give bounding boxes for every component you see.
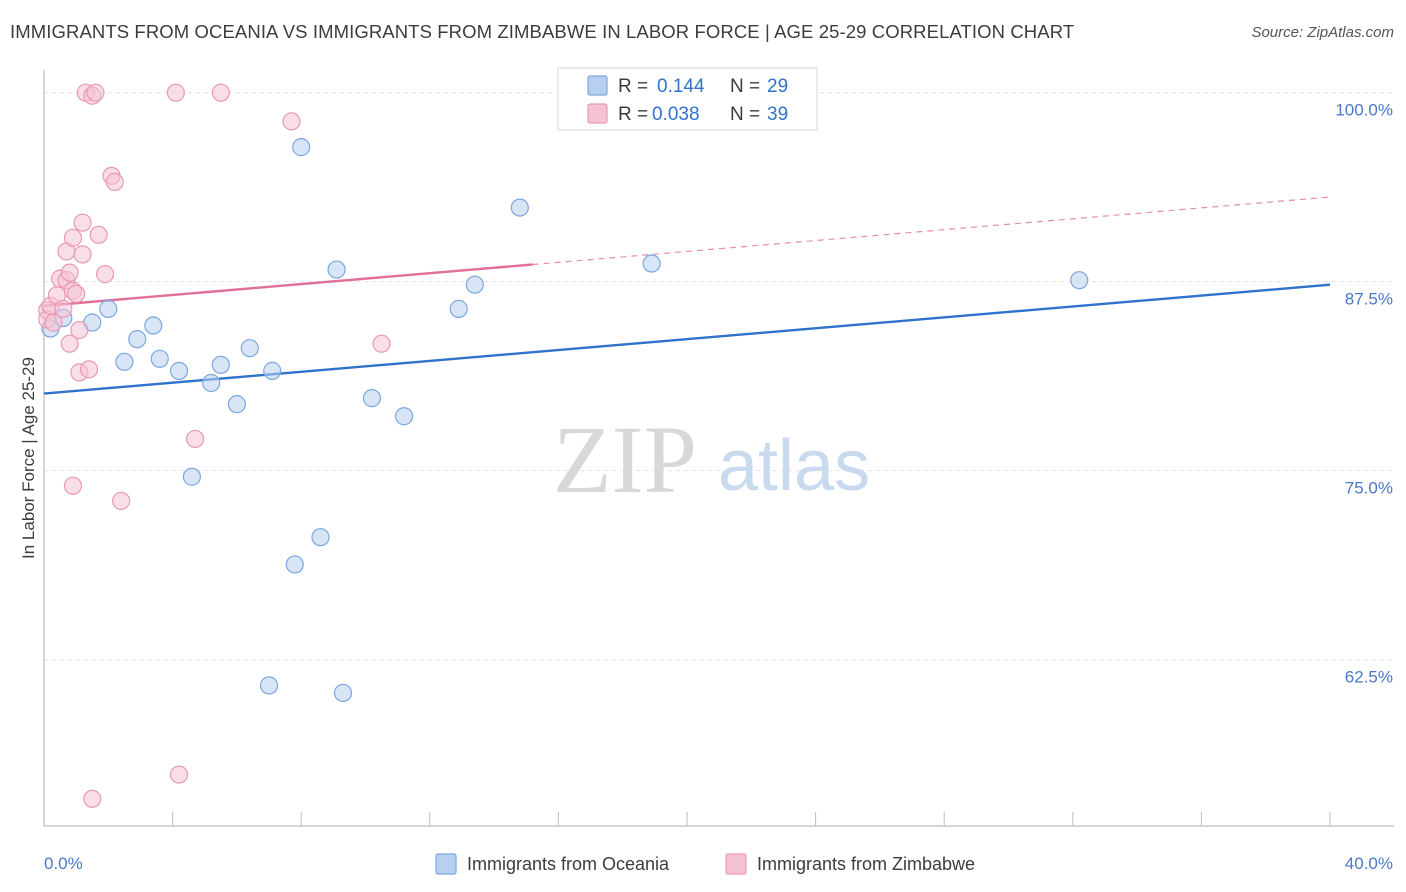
data-point-oceania (263, 361, 282, 380)
data-point-oceania (1070, 271, 1089, 290)
data-point-zimbabwe (89, 225, 108, 244)
data-point-oceania (150, 349, 169, 368)
data-point-oceania (285, 555, 304, 574)
legend-r-value-oceania: 0.144 (657, 76, 705, 97)
legend-n-value-oceania: 29 (767, 76, 788, 97)
legend-n-value-zimbabwe: 39 (767, 104, 788, 125)
x-tick-label: 40.0% (1345, 854, 1393, 873)
data-point-oceania (292, 138, 311, 157)
data-point-zimbabwe (60, 334, 79, 353)
watermark-zip: ZIP (553, 406, 697, 513)
data-point-zimbabwe (63, 228, 83, 247)
y-tick-labels: 100.0% 87.5% 75.0% 62.5% (1335, 101, 1393, 687)
legend-r-label-zimbabwe: R = (618, 104, 648, 125)
data-point-oceania (182, 467, 201, 486)
data-point-oceania (169, 361, 189, 380)
data-point-zimbabwe (166, 83, 185, 102)
data-point-zimbabwe (70, 320, 89, 340)
legend-stats: R = 0.144 N = 29 R = 0.038 N = 39 (557, 67, 818, 131)
data-point-oceania (202, 373, 221, 393)
data-point-oceania (144, 316, 163, 335)
data-point-zimbabwe (63, 476, 83, 495)
data-point-oceania (333, 683, 353, 703)
data-point-zimbabwe (112, 491, 131, 511)
data-point-oceania (327, 260, 346, 279)
data-point-oceania (394, 407, 414, 426)
data-point-zimbabwe (211, 83, 230, 102)
data-point-oceania (227, 395, 246, 414)
legend-n-label-oceania: N = (730, 76, 760, 97)
bottom-legend-label-oceania: Immigrants from Oceania (467, 854, 670, 874)
data-point-oceania (362, 389, 382, 408)
data-point-oceania (115, 352, 134, 371)
y-tick-label: 100.0% (1335, 101, 1393, 120)
trend-line-0 (43, 283, 1331, 395)
data-point-zimbabwe (105, 172, 124, 191)
data-point-zimbabwe (83, 789, 102, 808)
watermark-atlas: atlas (718, 426, 870, 506)
data-point-zimbabwe (67, 284, 86, 303)
watermark: ZIP atlas (553, 406, 870, 513)
y-tick-label: 75.0% (1345, 479, 1393, 498)
data-point-zimbabwe (372, 334, 391, 353)
legend-r-value-zimbabwe: 0.038 (652, 104, 700, 125)
data-point-oceania (449, 299, 468, 318)
data-point-oceania (211, 355, 230, 374)
data-point-oceania (465, 275, 484, 294)
data-point-oceania (311, 528, 330, 547)
legend-n-label-zimbabwe: N = (730, 104, 760, 125)
data-point-zimbabwe (86, 83, 105, 102)
data-point-zimbabwe (73, 245, 92, 264)
legend-r-label-oceania: R = (618, 76, 648, 97)
source-label: Source: ZipAtlas.com (1251, 24, 1394, 41)
data-point-zimbabwe (169, 765, 189, 784)
data-point-oceania (642, 254, 661, 273)
data-point-oceania (128, 330, 147, 349)
data-point-zimbabwe (54, 299, 73, 318)
bottom-legend-swatch-zimbabwe (725, 853, 747, 875)
data-point-zimbabwe (79, 360, 99, 379)
y-tick-label: 62.5% (1345, 668, 1393, 687)
trend-line-solid-1 (43, 263, 533, 308)
y-tick-label: 87.5% (1345, 290, 1393, 309)
data-point-oceania (259, 676, 279, 695)
data-point-zimbabwe (60, 263, 79, 282)
data-point-zimbabwe (95, 265, 115, 284)
trend-line-dashed-1 (532, 196, 1331, 266)
data-point-zimbabwe (282, 112, 301, 131)
data-point-oceania (99, 299, 118, 318)
bottom-legend-swatch-oceania (435, 853, 457, 875)
chart-title: IMMIGRANTS FROM OCEANIA VS IMMIGRANTS FR… (10, 21, 1075, 42)
data-point-zimbabwe (44, 313, 63, 332)
data-points (38, 83, 1089, 808)
bottom-legend-label-zimbabwe: Immigrants from Zimbabwe (757, 854, 975, 874)
axes (43, 70, 1394, 827)
data-point-zimbabwe (186, 429, 205, 449)
legend-swatch-zimbabwe (587, 103, 608, 124)
x-tick-label: 0.0% (44, 854, 83, 873)
y-axis-label: In Labor Force | Age 25-29 (19, 357, 38, 559)
trend-lines (43, 196, 1331, 395)
legend-swatch-oceania (587, 75, 608, 96)
data-point-oceania (240, 339, 259, 358)
legend-series: Immigrants from Oceania Immigrants from … (435, 853, 975, 875)
data-point-zimbabwe (73, 213, 92, 232)
x-tick-labels: 0.0% 40.0% (44, 854, 1393, 873)
data-point-oceania (510, 198, 529, 217)
